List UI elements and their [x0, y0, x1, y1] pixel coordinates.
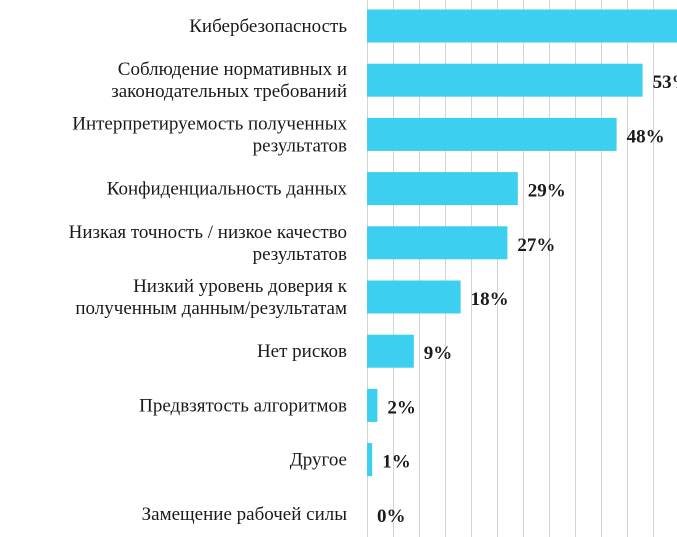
category-label: Конфиденциальность данных [107, 179, 348, 200]
category-label: Низкий уровень доверия к полученным данны… [75, 276, 347, 319]
bar [367, 9, 677, 43]
value-label: 48% [627, 126, 665, 147]
category-label: Замещение рабочей силы [142, 504, 348, 525]
value-label: 1% [382, 452, 411, 473]
value-label: 2% [387, 397, 416, 418]
bar [367, 334, 414, 368]
bar [367, 443, 373, 477]
value-label: 53% [653, 72, 677, 93]
value-label: 0% [377, 506, 406, 527]
value-labels: 53% 48% 29% 27% 18% 9% 2% 1% 0% [377, 72, 677, 527]
category-label: Интерпретируемость полученных результатов [72, 113, 347, 156]
bar [367, 226, 508, 260]
bar [367, 117, 617, 151]
category-label: Низкая точность / низкое качество результ… [69, 222, 347, 265]
value-label: 18% [471, 289, 509, 310]
category-labels: Кибербезопасность Соблюдение нормативных … [69, 16, 348, 525]
bar [367, 280, 461, 314]
bar [367, 388, 378, 422]
value-label: 9% [424, 343, 453, 364]
value-label: 29% [528, 181, 566, 202]
category-label: Кибербезопасность [189, 16, 347, 37]
bar [367, 172, 518, 206]
value-label: 27% [517, 235, 555, 256]
category-label: Другое [290, 450, 347, 471]
bar [367, 63, 643, 97]
category-label: Соблюдение нормативных и законодательных … [111, 59, 347, 102]
category-label: Нет рисков [257, 341, 347, 362]
category-label: Предвзятость алгоритмов [139, 395, 347, 416]
bars [367, 9, 677, 477]
